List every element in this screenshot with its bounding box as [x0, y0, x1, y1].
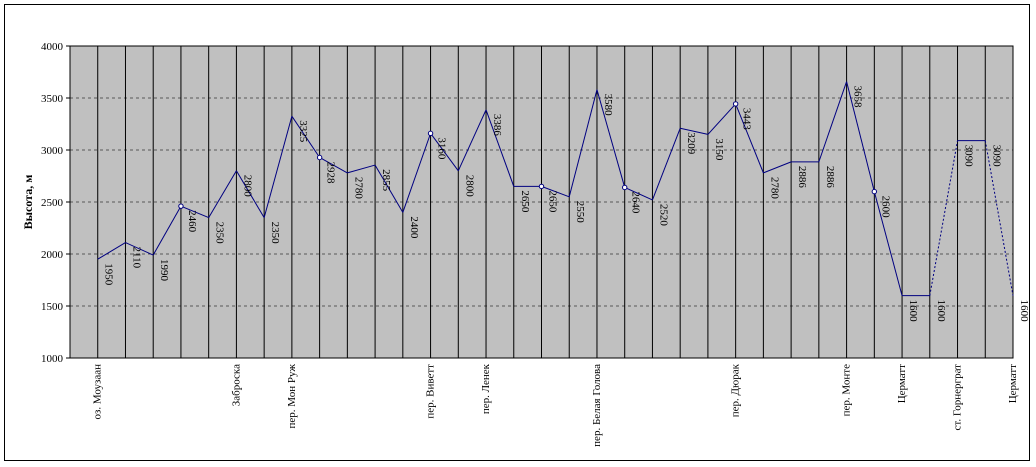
- data-point-marker: [622, 184, 628, 191]
- y-tick-label: 2500: [41, 197, 64, 209]
- series-segment: [152, 205, 182, 256]
- y-tick-label: 1000: [41, 353, 64, 365]
- data-label: 2855: [380, 169, 392, 192]
- vertical-gridlines: [97, 46, 986, 358]
- series-segment: [374, 164, 404, 213]
- data-label: 3325: [297, 120, 309, 143]
- data-label: 2520: [657, 204, 669, 227]
- data-point-marker: [732, 101, 739, 107]
- x-place-label: пер. Белая Голова: [591, 364, 603, 447]
- x-place-label: Заброска: [230, 364, 242, 406]
- data-label: 3090: [963, 145, 975, 168]
- series-segment: [430, 133, 459, 172]
- data-point-marker: [316, 154, 323, 161]
- y-tick-label: 3000: [41, 145, 64, 157]
- data-label: 3580: [602, 94, 614, 117]
- data-label: 3209: [685, 132, 697, 155]
- series-segment: [263, 116, 293, 218]
- data-label: 3386: [491, 114, 503, 137]
- data-label: 2460: [186, 210, 198, 233]
- data-label: 2780: [352, 177, 364, 200]
- x-place-label: пер. Ленек: [480, 363, 492, 414]
- series-segment: [319, 157, 348, 174]
- data-label: 2550: [574, 201, 586, 224]
- x-place-label: оз. Моузаан: [92, 364, 104, 420]
- data-label: 2886: [824, 166, 836, 189]
- data-label: 2780: [768, 177, 780, 200]
- x-place-label: пер. Виветт: [425, 364, 437, 419]
- data-point-marker: [871, 188, 878, 195]
- x-place-label: пер. Мон Руж: [286, 364, 298, 429]
- series-segment: [402, 133, 432, 213]
- altitude-series: [97, 81, 1014, 297]
- series-segment: [568, 89, 598, 197]
- series-segment: [291, 115, 321, 158]
- y-axis-ticks: 1000 1500 2000 2500 3000 3500 4000: [41, 41, 70, 365]
- x-axis-place-labels: оз. Моузаан Заброска пер. Мон Руж пер. Виве…: [92, 363, 1019, 446]
- data-label: 2650: [519, 190, 531, 213]
- data-label: 3443: [741, 108, 753, 131]
- data-labels: 1950 2110 1990 2460 2350 2800 2350 3325 2928 2780…: [103, 86, 1030, 323]
- series-segment: [846, 81, 875, 192]
- data-label: 2928: [325, 161, 337, 184]
- data-label: 2110: [130, 247, 142, 269]
- series-segment: [818, 81, 848, 163]
- point-markers: [178, 101, 878, 209]
- x-place-label: ст. Горнерграт: [952, 364, 964, 431]
- series-segment: [125, 242, 154, 256]
- y-tick-label: 3500: [41, 93, 64, 105]
- data-label: 3658: [852, 86, 864, 109]
- y-axis-title: Высота, м: [21, 175, 35, 230]
- series-segment: [707, 103, 737, 135]
- series-segment: [208, 170, 237, 218]
- y-tick-label: 1500: [41, 301, 64, 313]
- data-label: 3160: [436, 137, 448, 160]
- data-label: 1950: [103, 263, 115, 286]
- data-label: 2886: [796, 166, 808, 189]
- x-place-label: пер. Дюрак: [730, 363, 742, 417]
- data-label: 2650: [547, 190, 559, 213]
- data-label: 2640: [630, 191, 642, 214]
- series-segment: [624, 186, 653, 201]
- series-segment: [596, 89, 626, 188]
- data-label: 2800: [463, 175, 475, 198]
- data-label: 1600: [935, 300, 947, 323]
- x-place-label: Церматт: [1007, 364, 1019, 403]
- data-label: 1600: [907, 300, 919, 323]
- series-segment: [457, 109, 487, 172]
- data-point-marker: [178, 203, 184, 209]
- series-segment: [763, 161, 792, 174]
- y-tick-label: 2000: [41, 249, 64, 261]
- data-label: 3150: [713, 138, 725, 161]
- series-segment: [97, 242, 126, 260]
- series-segment: [680, 127, 709, 135]
- data-label: 2400: [408, 216, 420, 239]
- data-label: 1600: [1018, 300, 1030, 323]
- x-place-label: пер. Монте: [841, 364, 853, 416]
- data-point-marker: [427, 130, 434, 137]
- data-label: 2600: [879, 196, 891, 219]
- x-place-label: Церматт: [896, 364, 908, 403]
- data-label: 2800: [241, 175, 253, 197]
- data-label: 2350: [214, 222, 226, 245]
- series-segment: [541, 185, 570, 198]
- series-segment: [235, 170, 265, 218]
- data-label: 3090: [990, 145, 1002, 168]
- series-segment: [347, 164, 376, 174]
- series-segment: [735, 103, 764, 174]
- series-segment: [873, 191, 903, 296]
- data-point-marker: [538, 183, 545, 190]
- series-segment: [180, 205, 209, 219]
- data-label: 2350: [269, 222, 281, 245]
- data-label: 1990: [158, 259, 170, 282]
- y-tick-label: 4000: [41, 41, 64, 53]
- horizontal-gridlines: [70, 97, 1013, 307]
- series-segment: [485, 109, 515, 187]
- series-segment: [651, 128, 681, 201]
